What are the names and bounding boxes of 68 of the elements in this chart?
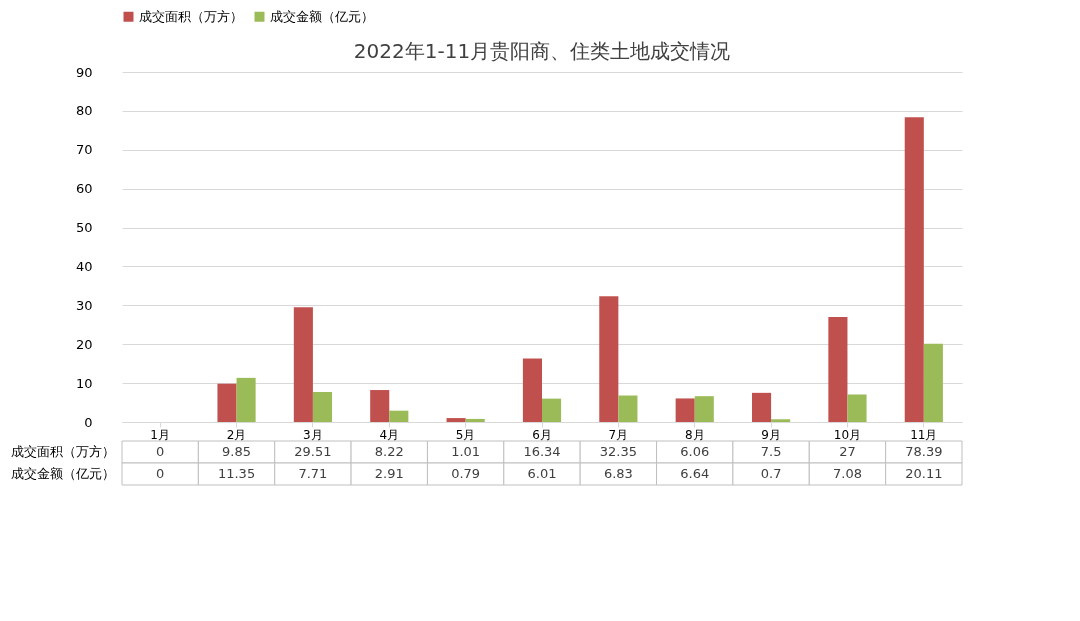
- x-tick-label: 5月: [455, 427, 476, 442]
- bar: [217, 383, 237, 422]
- y-tick-label: 20: [75, 336, 93, 352]
- x-tick-label: 10月: [833, 427, 862, 442]
- legend-label: 成交金额（亿元）: [270, 8, 374, 24]
- data-label: 2.91: [374, 466, 404, 481]
- text: 成交金额（亿元）: [10, 466, 115, 481]
- data-label: 0: [156, 444, 165, 459]
- y-tick-label: 30: [75, 297, 93, 313]
- data-label: 7.5: [760, 444, 782, 459]
- data-label: 29.51: [294, 444, 332, 459]
- data-label: 6.06: [680, 444, 710, 459]
- bar: [370, 390, 390, 422]
- y-tick-label: 80: [75, 103, 93, 119]
- bar: [618, 395, 638, 422]
- x-tick-label: 3月: [303, 427, 323, 442]
- bar: [389, 410, 409, 422]
- bar: [446, 418, 466, 422]
- x-tick-label: 6月: [532, 427, 552, 442]
- bar: [465, 418, 485, 422]
- data-label: 6.83: [603, 466, 633, 481]
- bar: [236, 377, 256, 422]
- x-tick-label: 8月: [684, 427, 705, 442]
- bar: [923, 343, 943, 422]
- data-label: 6.64: [680, 466, 710, 481]
- x-tick-label: 1月: [150, 427, 170, 442]
- data-label: 1.01: [451, 444, 481, 459]
- data-label: 7.08: [832, 466, 862, 481]
- bar: [542, 398, 562, 422]
- bar: [599, 296, 619, 422]
- y-tick-label: 70: [75, 142, 93, 158]
- data-label: 78.39: [905, 444, 943, 459]
- data-label: 0: [156, 466, 165, 481]
- data-label: 7.71: [298, 466, 328, 481]
- x-tick-label: 4月: [379, 427, 400, 442]
- legend-label: 成交面积（万方）: [139, 8, 243, 24]
- x-tick-label: 11月: [910, 427, 938, 442]
- data-label: 11.35: [217, 466, 256, 481]
- bar: [771, 419, 791, 422]
- data-label: 32.35: [599, 444, 637, 459]
- bar: [904, 117, 924, 422]
- x-tick-label: 9月: [761, 427, 781, 442]
- x-tick-label: 2月: [226, 427, 247, 442]
- data-label: 6.01: [527, 466, 557, 481]
- y-tick-label: 10: [75, 375, 93, 391]
- y-tick-label: 0: [84, 414, 93, 430]
- bar: [752, 392, 772, 422]
- bar: [522, 358, 542, 422]
- data-label: 0.7: [760, 466, 782, 481]
- y-tick-label: 90: [75, 64, 93, 80]
- data-label: 16.34: [523, 444, 561, 459]
- bar: [847, 394, 867, 422]
- bar: [293, 307, 313, 422]
- data-label: 9.85: [222, 444, 252, 459]
- data-label: 0.79: [451, 466, 481, 481]
- chart-title: 2022年1-11月贵阳商、住类土地成交情况: [353, 39, 731, 63]
- data-label: 20.11: [905, 466, 943, 481]
- y-tick-label: 50: [75, 220, 93, 236]
- data-label: 27: [839, 444, 856, 459]
- text: 成交面积（万方）: [10, 444, 115, 459]
- x-tick-label: 7月: [608, 427, 629, 442]
- bar: [675, 398, 695, 422]
- bar: [312, 392, 332, 422]
- y-tick-label: 40: [75, 258, 93, 274]
- bar: [828, 317, 848, 422]
- data-label: 8.22: [374, 444, 404, 459]
- bar: [694, 396, 714, 422]
- y-tick-label: 60: [75, 181, 93, 197]
